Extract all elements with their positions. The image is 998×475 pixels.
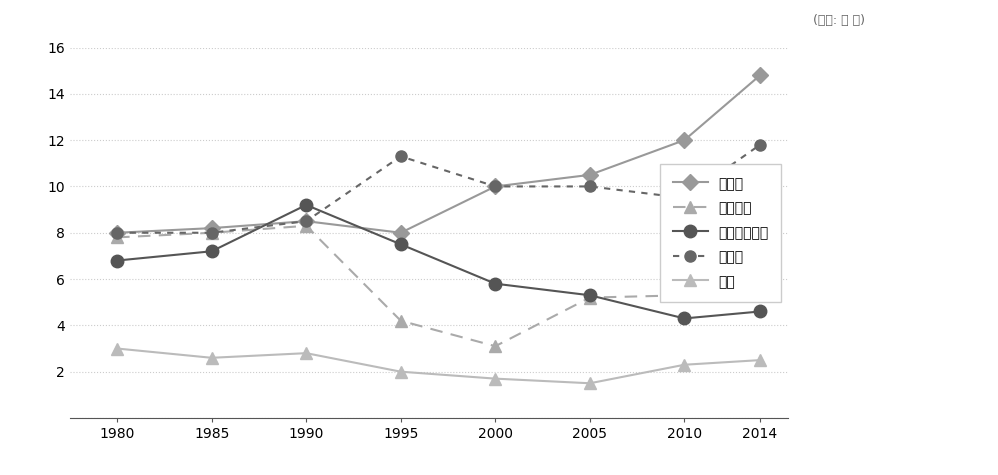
제조업 [395,153,407,159]
서비스 [489,183,501,189]
건설운수통신 [584,293,596,298]
건설운수통신 [111,257,123,263]
건설운수통신 [679,315,691,321]
제조업 [300,218,312,224]
제조업 [679,195,691,201]
공무 [206,355,218,361]
서비스 [395,230,407,236]
서비스 [584,172,596,178]
상업금융 [584,294,596,300]
Line: 공무: 공무 [112,343,765,389]
상업금융 [489,343,501,349]
건설운수통신 [395,241,407,247]
공무 [489,376,501,381]
상업금융 [679,293,691,298]
Legend: 서비스, 상업금융, 건설운수통신, 제조업, 공무: 서비스, 상업금융, 건설운수통신, 제조업, 공무 [661,164,781,302]
공무 [679,362,691,368]
공무 [754,357,766,363]
제조업 [489,183,501,189]
Line: 상업금융: 상업금융 [112,220,765,352]
상업금융 [300,223,312,228]
서비스 [300,218,312,224]
서비스 [754,72,766,78]
제조업 [206,230,218,236]
Text: (단위: 만 명): (단위: 만 명) [813,14,865,27]
공무 [300,351,312,356]
상업금융 [754,267,766,273]
건설운수통신 [300,202,312,208]
Line: 건설운수통신: 건설운수통신 [111,199,766,325]
공무 [395,369,407,374]
제조업 [111,230,123,236]
제조업 [754,142,766,148]
건설운수통신 [489,281,501,286]
서비스 [679,137,691,143]
상업금융 [395,318,407,323]
Line: 서비스: 서비스 [112,70,765,238]
서비스 [111,230,123,236]
건설운수통신 [206,248,218,254]
공무 [584,380,596,386]
제조업 [584,183,596,189]
건설운수통신 [754,309,766,314]
상업금융 [206,230,218,236]
상업금융 [111,235,123,240]
공무 [111,346,123,352]
서비스 [206,225,218,231]
Line: 제조업: 제조업 [112,139,765,238]
